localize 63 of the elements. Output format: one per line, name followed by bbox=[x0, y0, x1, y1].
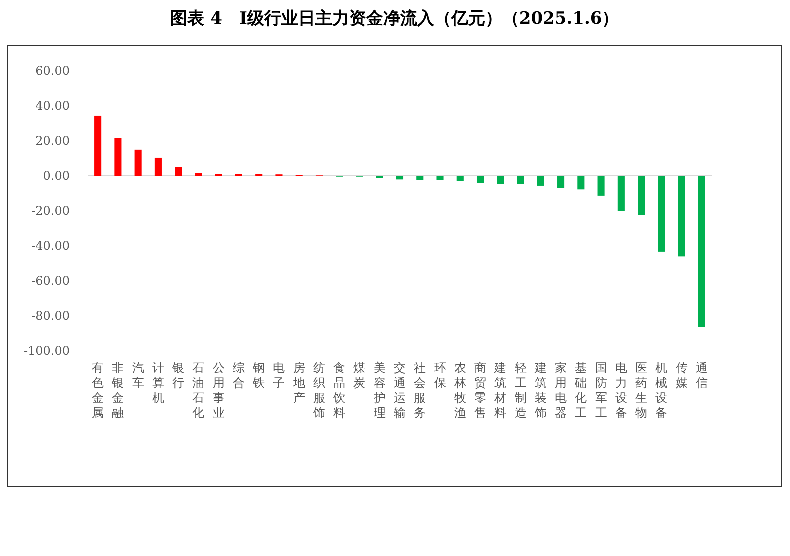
x-tick-label: 建筑装饰 bbox=[534, 361, 547, 420]
x-tick-label: 煤炭 bbox=[354, 361, 366, 390]
bar bbox=[416, 176, 424, 180]
x-tick-label: 基础化工 bbox=[574, 361, 588, 420]
bar bbox=[94, 116, 102, 176]
x-tick-label: 石油石化 bbox=[192, 361, 205, 420]
bar bbox=[558, 176, 565, 188]
x-tick-label: 银行 bbox=[172, 361, 185, 390]
bar bbox=[436, 176, 444, 180]
x-tick-label: 交通运输 bbox=[394, 361, 406, 420]
bar bbox=[678, 176, 686, 257]
y-tick-label: 0.00 bbox=[43, 169, 70, 183]
x-tick-label: 房地产 bbox=[292, 361, 306, 405]
bar bbox=[578, 176, 585, 190]
x-tick-label: 通信 bbox=[696, 361, 708, 390]
x-tick-label: 轻工制造 bbox=[514, 361, 527, 420]
x-tick-label: 综合 bbox=[232, 361, 245, 390]
x-tick-label: 美容护理 bbox=[372, 361, 386, 420]
x-tick-label: 钢铁 bbox=[252, 361, 266, 390]
x-tick-label: 非银金融 bbox=[111, 361, 124, 420]
bar bbox=[154, 158, 162, 176]
bar bbox=[598, 176, 605, 196]
chart-title: 图表 4 Ⅰ级行业日主力资金净流入（亿元）（2025.1.6） bbox=[170, 9, 620, 29]
bar bbox=[456, 176, 464, 182]
x-tick-label: 公用事业 bbox=[212, 361, 225, 420]
x-tick-label: 国防军工 bbox=[595, 361, 608, 420]
bar bbox=[698, 176, 706, 328]
x-tick-label: 传媒 bbox=[676, 361, 688, 390]
x-tick-label: 医药生物 bbox=[636, 361, 648, 420]
y-tick-label: -80.00 bbox=[32, 309, 70, 323]
bar bbox=[134, 150, 142, 176]
y-tick-label: 40.00 bbox=[36, 99, 70, 113]
x-tick-label: 社会服务 bbox=[414, 361, 426, 420]
y-tick-label: 20.00 bbox=[36, 134, 70, 148]
bar bbox=[658, 176, 666, 252]
y-tick-label: -40.00 bbox=[32, 239, 70, 253]
x-tick-label: 商贸零售 bbox=[474, 361, 487, 420]
bar bbox=[195, 173, 202, 176]
x-tick-label: 机械设备 bbox=[656, 361, 668, 420]
x-tick-label: 计算机 bbox=[152, 361, 164, 405]
x-tick-label: 食品饮料 bbox=[332, 361, 346, 420]
y-tick-label: -60.00 bbox=[32, 274, 70, 288]
bar bbox=[175, 167, 182, 176]
bar bbox=[396, 176, 404, 180]
bar bbox=[497, 176, 504, 184]
x-tick-label: 汽车 bbox=[132, 361, 144, 390]
x-tick-label: 建筑材料 bbox=[494, 361, 507, 420]
bar bbox=[638, 176, 646, 216]
x-tick-label: 环保 bbox=[434, 361, 446, 390]
y-tick-label: 60.00 bbox=[36, 64, 70, 78]
x-tick-label: 农林牧渔 bbox=[453, 361, 466, 420]
bar bbox=[537, 176, 544, 186]
bar bbox=[114, 138, 122, 176]
x-tick-label: 纺织服饰 bbox=[312, 361, 326, 420]
x-tick-label: 电力设备 bbox=[615, 361, 628, 420]
x-tick-label: 有色金属 bbox=[92, 361, 104, 420]
x-tick-label: 家用电器 bbox=[555, 361, 568, 420]
y-tick-label: -20.00 bbox=[32, 204, 70, 218]
y-tick-label: -100.00 bbox=[24, 344, 70, 358]
bar bbox=[517, 176, 524, 184]
bar bbox=[476, 176, 484, 184]
x-tick-label: 电子 bbox=[273, 361, 286, 390]
bar bbox=[618, 176, 625, 211]
